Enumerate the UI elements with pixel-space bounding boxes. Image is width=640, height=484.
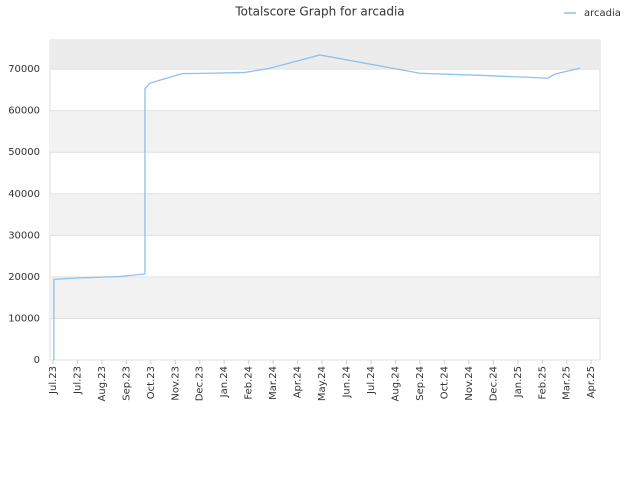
y-tick-label: 50000	[8, 147, 40, 158]
x-tick-label: Dec.24	[488, 366, 499, 401]
y-tick-label: 30000	[8, 230, 40, 241]
chart-title: Totalscore Graph for arcadia	[234, 5, 404, 19]
x-tick-label: Jan.24	[219, 366, 230, 398]
grid-band	[50, 193, 600, 236]
x-tick-label: Nov.23	[170, 366, 181, 401]
x-tick-label: Oct.23	[146, 366, 157, 399]
x-tick-label: May.24	[317, 366, 328, 401]
x-tick-label: Nov.24	[464, 366, 475, 401]
grid-band	[50, 40, 600, 70]
x-tick-label: Apr.25	[586, 366, 597, 398]
y-tick-label: 60000	[8, 106, 40, 117]
x-tick-label: Sep.23	[121, 366, 132, 401]
x-tick-label: Jul.24	[366, 366, 377, 395]
grid-band	[50, 276, 600, 319]
x-tick-label: Aug.24	[390, 366, 401, 401]
y-tick-label: 10000	[8, 313, 40, 324]
x-tick-label: Mar.24	[268, 366, 279, 400]
x-tick-label: Dec.23	[195, 366, 206, 401]
y-tick-label: 40000	[8, 189, 40, 200]
y-tick-label: 70000	[8, 64, 40, 75]
x-tick-label: Jun.24	[342, 366, 353, 399]
x-tick-label: Sep.24	[415, 366, 426, 401]
x-tick-label: Apr.24	[293, 366, 304, 398]
y-tick-label: 20000	[8, 272, 40, 283]
data-line	[53, 54, 581, 360]
grid-band	[50, 110, 600, 153]
legend-label: arcadia	[584, 8, 621, 19]
x-tick-label: Mar.25	[562, 366, 573, 400]
x-tick-label: Feb.25	[537, 366, 548, 400]
x-tick-label: Jul.23	[72, 366, 83, 395]
y-tick-label: 0	[34, 355, 40, 366]
x-tick-label: Jul.23	[48, 366, 59, 395]
x-tick-label: Feb.24	[244, 366, 255, 400]
x-tick-label: Aug.23	[97, 366, 108, 401]
x-tick-label: Oct.24	[439, 366, 450, 399]
x-tick-label: Jan.25	[513, 366, 524, 398]
